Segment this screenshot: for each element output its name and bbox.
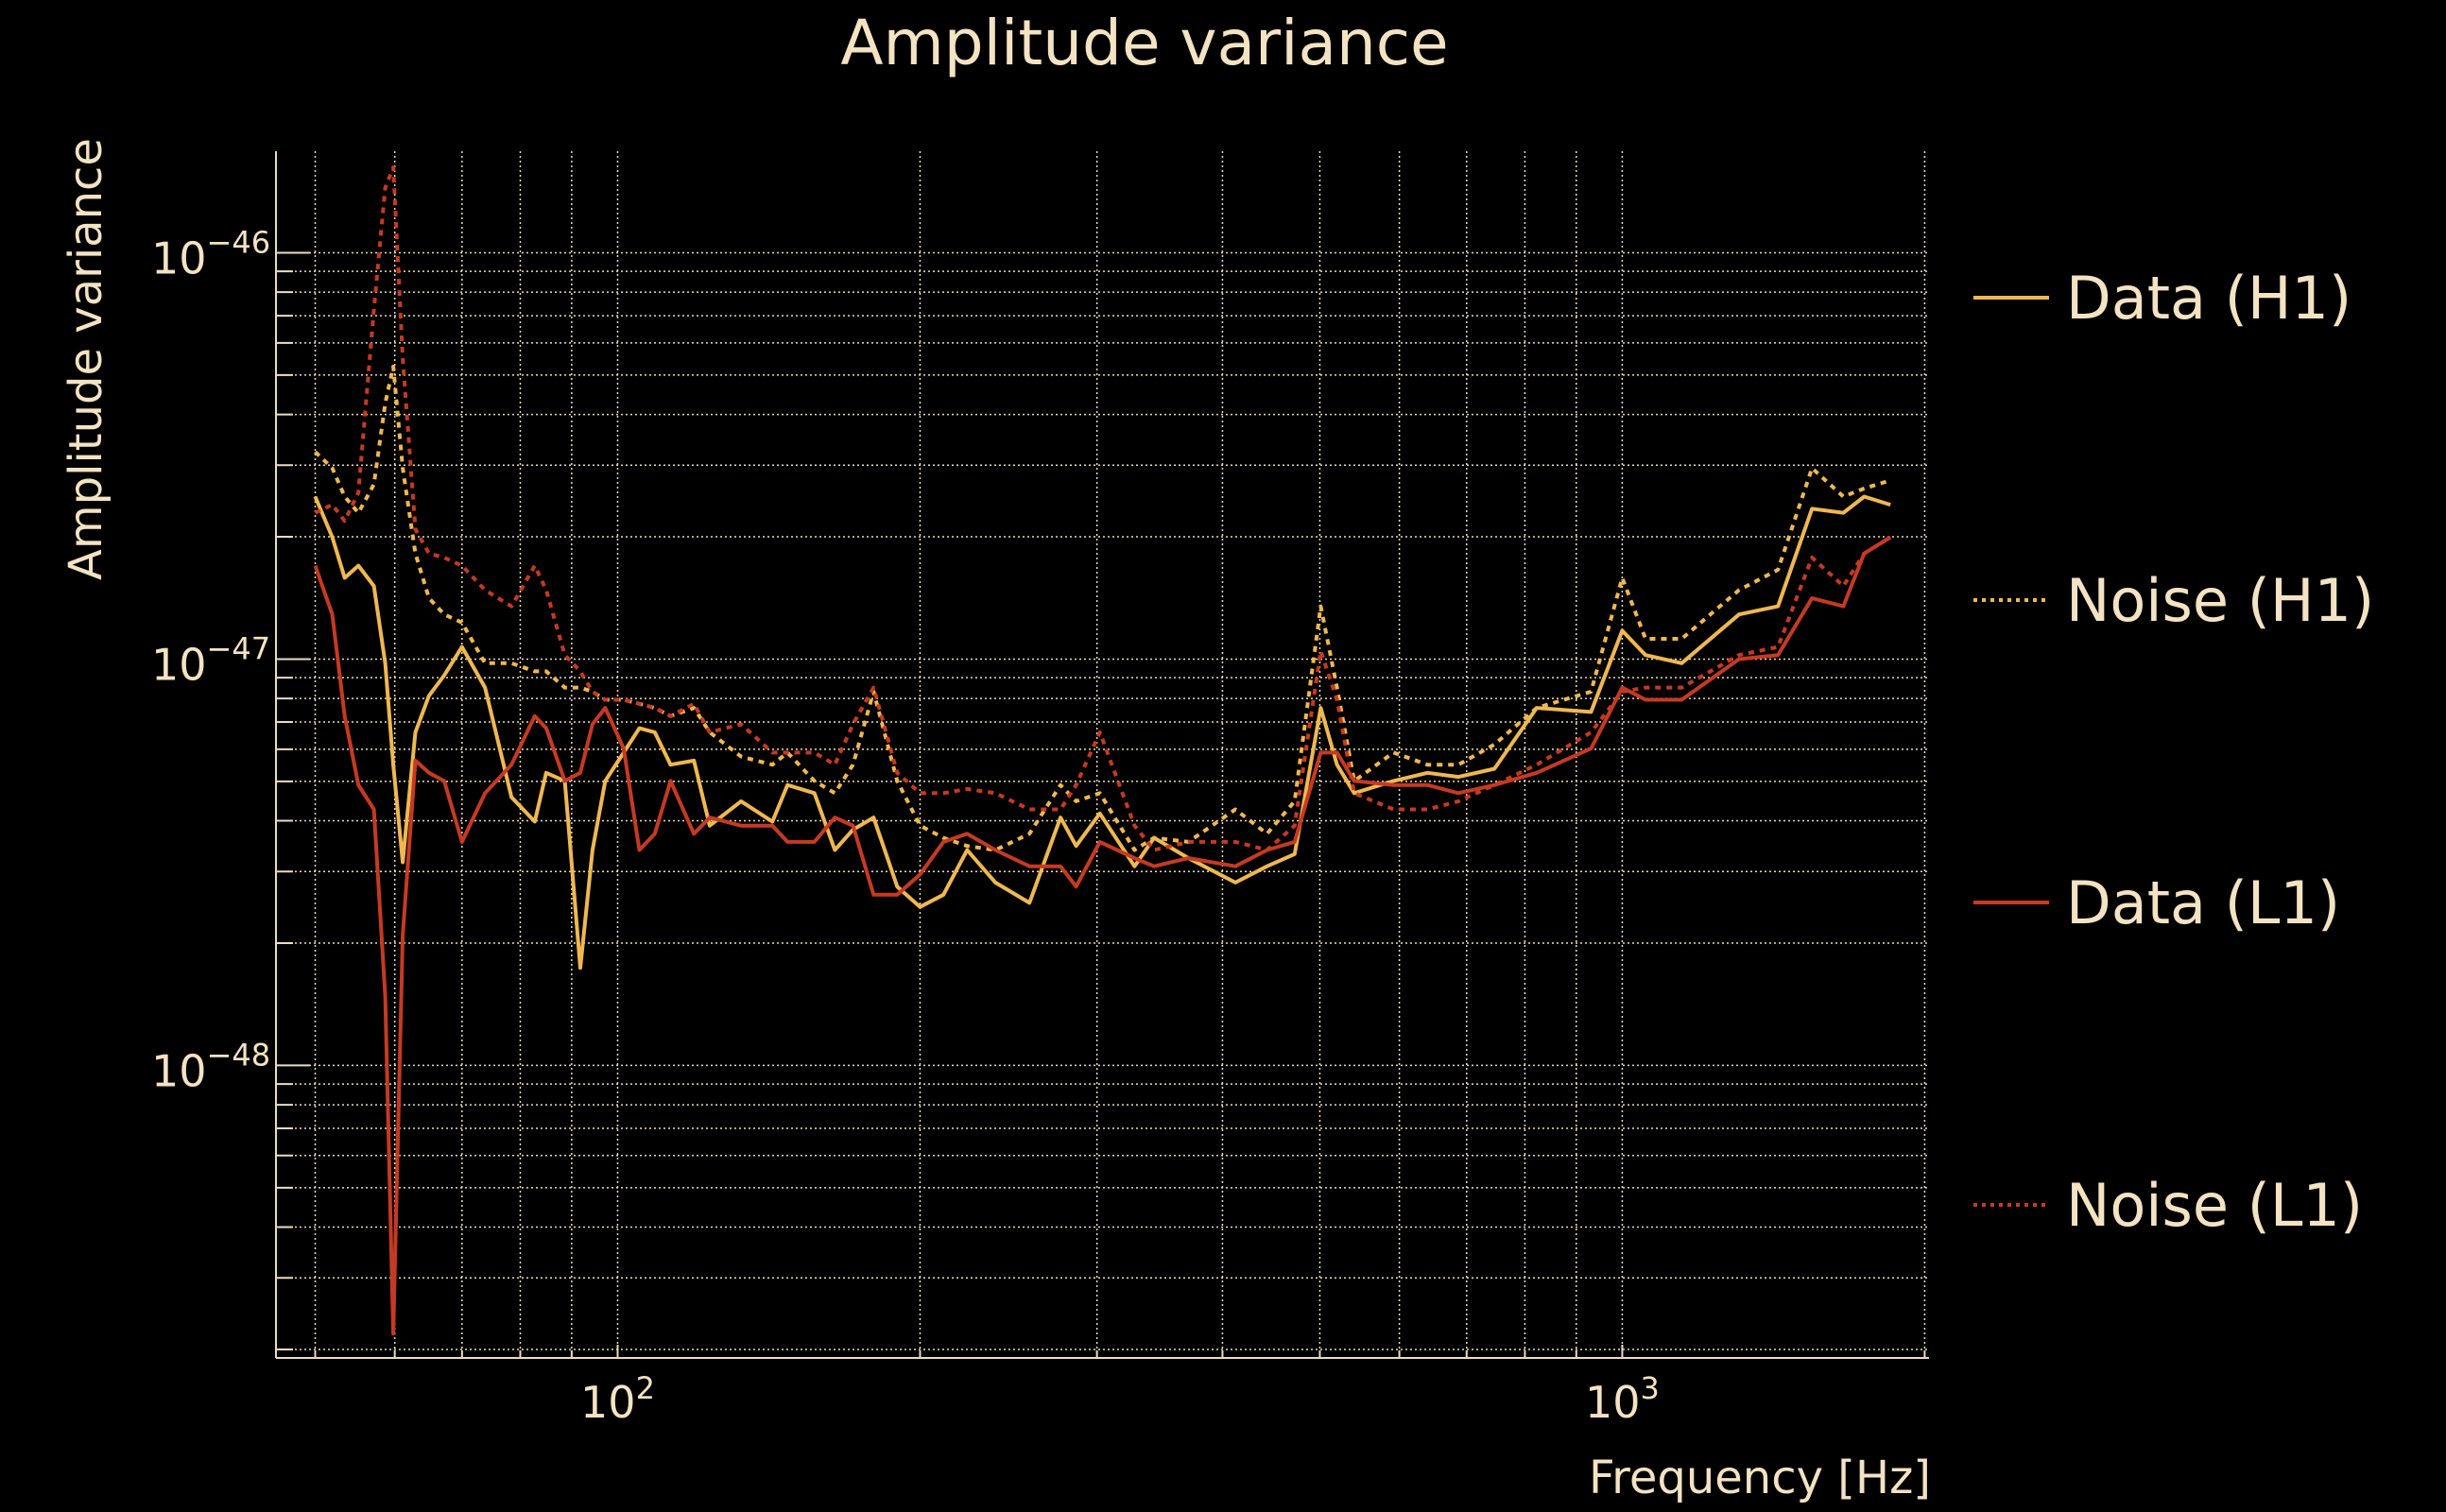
legend-label: Data (H1): [2066, 264, 2351, 333]
chart-title: Amplitude variance: [840, 7, 1448, 79]
y-axis-label: Amplitude variance: [60, 138, 112, 580]
series-line-noise-h1: [314, 364, 1891, 852]
y-tick-label: 10−46: [151, 224, 270, 284]
grid: [276, 151, 1929, 1358]
series-line-noise-l1: [314, 165, 1892, 852]
y-tick-exponent: −46: [207, 224, 271, 260]
x-axis-label: Frequency [Hz]: [1589, 1452, 1931, 1504]
y-tick-label: 10−47: [151, 630, 270, 690]
x-tick-labels: 102 103: [580, 1370, 1660, 1428]
x-tick-label: 103: [1585, 1370, 1660, 1428]
x-tick-exponent: 2: [636, 1370, 655, 1406]
series-line-data-h1: [313, 494, 1891, 971]
y-tick-label: 10−48: [151, 1037, 270, 1096]
x-tick-base: 10: [580, 1377, 636, 1428]
x-tick-base: 10: [1585, 1377, 1641, 1428]
series-lines: [313, 165, 1892, 1336]
x-tick-exponent: 3: [1641, 1370, 1660, 1406]
y-tick-base: 10: [151, 1045, 207, 1096]
legend-label: Noise (L1): [2066, 1171, 2363, 1240]
y-tick-base: 10: [151, 639, 207, 690]
x-tick-label: 102: [580, 1370, 655, 1428]
legend-label: Data (L1): [2066, 868, 2340, 937]
legend-label: Noise (H1): [2066, 566, 2374, 635]
y-tick-base: 10: [151, 232, 207, 284]
y-tick-exponent: −48: [207, 1037, 271, 1073]
legend: Data (H1) Noise (H1) Data (L1) Noise (L1): [1973, 264, 2374, 1240]
y-tick-exponent: −47: [207, 630, 271, 666]
axes: [275, 151, 1929, 1359]
